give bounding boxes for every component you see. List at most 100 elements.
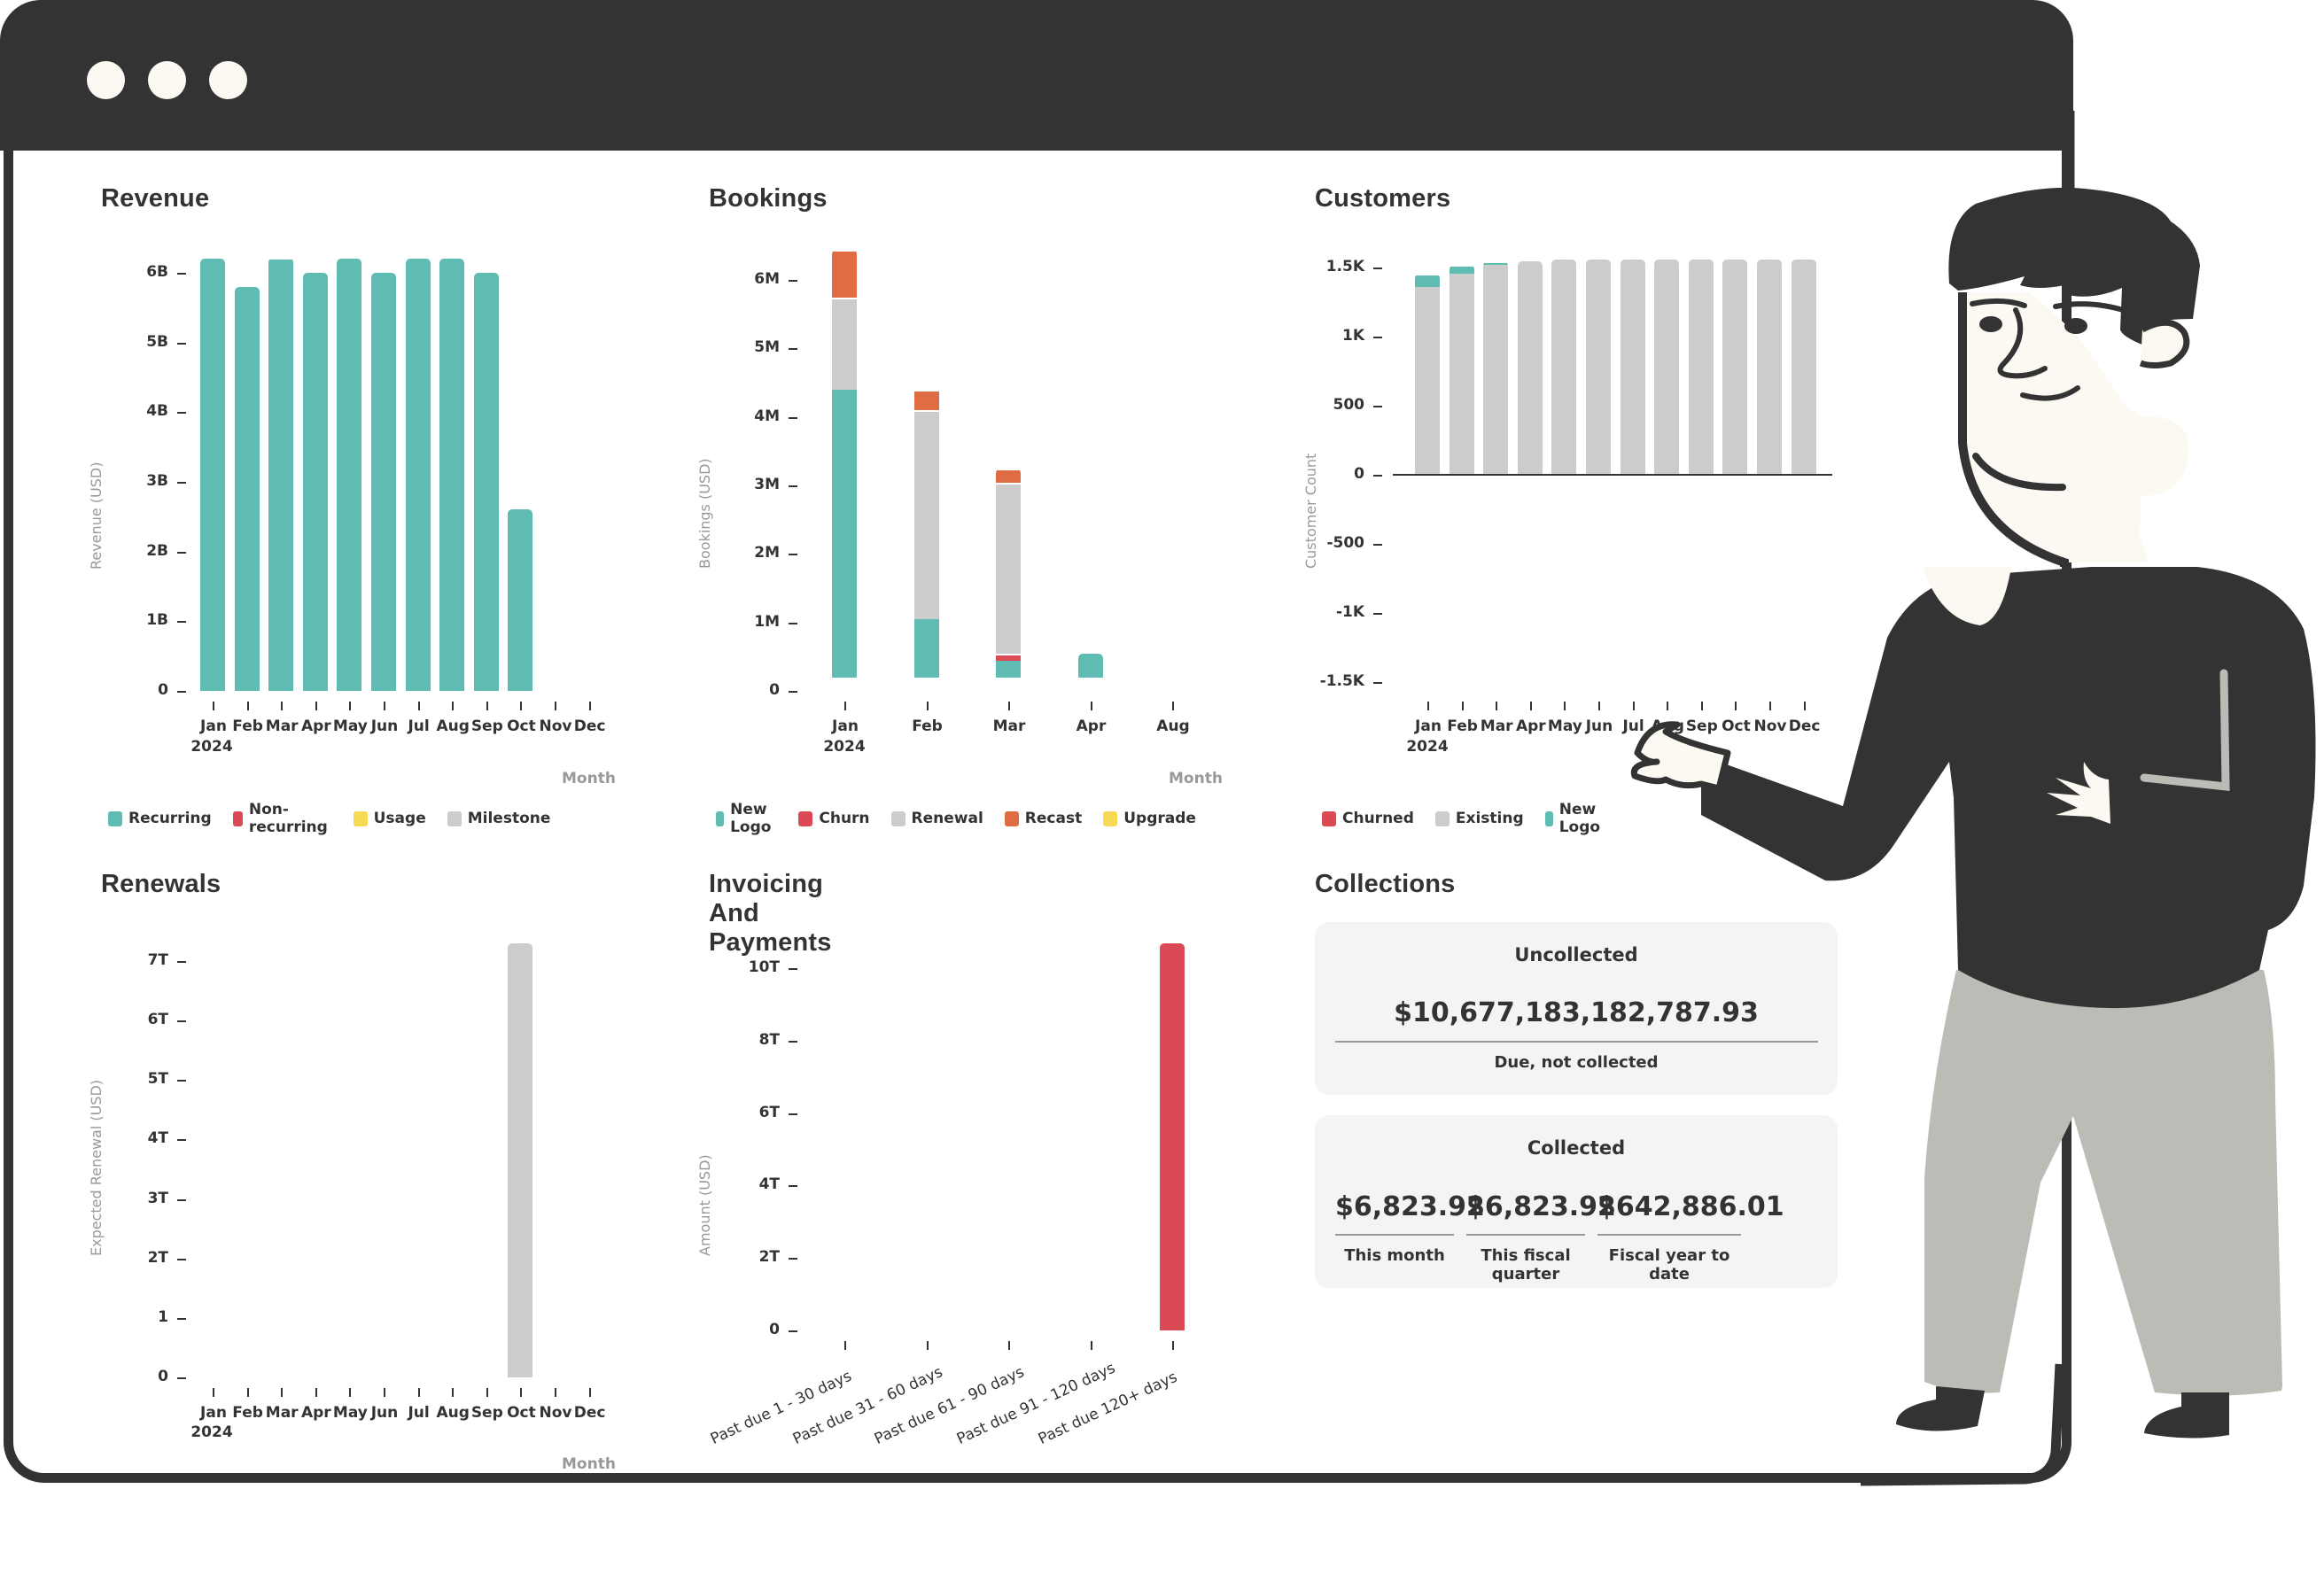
bookings-bar[interactable] [1077, 653, 1103, 678]
revenue-bar[interactable] [371, 273, 396, 691]
customers-bar-segment [1654, 260, 1680, 474]
invoicing-x-tick-mark [1008, 1341, 1010, 1350]
renewals-x-tick-label: Mar [265, 1404, 299, 1422]
customers-bar-segment [1620, 260, 1645, 474]
bookings-legend-item[interactable]: Recast [1004, 801, 1082, 836]
revenue-bar[interactable] [439, 259, 465, 691]
legend-swatch-icon [1103, 810, 1118, 826]
window-control-dot-icon[interactable] [87, 61, 125, 99]
renewals-x-tick-mark [246, 1388, 249, 1397]
customers-legend-item[interactable]: Existing [1434, 801, 1524, 836]
revenue-y-axis-title: Revenue (USD) [88, 461, 105, 570]
renewals-y-tick-label: 2T [147, 1248, 168, 1267]
renewals-y-tick-label: 7T [147, 951, 168, 969]
renewals-x-tick-mark [520, 1388, 523, 1397]
customers-bar-segment [1415, 287, 1440, 474]
customers-y-tick-label: -500 [1326, 534, 1364, 552]
customers-bar[interactable] [1551, 260, 1577, 474]
customers-zero-line [1393, 474, 1832, 476]
renewals-x-tick-label: Jun [370, 1404, 399, 1422]
renewals-x-tick-label: May [332, 1404, 368, 1422]
revenue-y-tick-label: 3B [146, 472, 168, 490]
customers-bar-segment [1449, 273, 1474, 474]
collected-fytd-caption: Fiscal year to date [1608, 1246, 1730, 1283]
customers-bar[interactable] [1449, 265, 1474, 474]
bookings-bar[interactable] [996, 469, 1021, 678]
revenue-x-tick-mark [555, 702, 556, 710]
invoicing-bar[interactable] [1160, 943, 1185, 1330]
collected-title: Collected [1527, 1137, 1626, 1159]
revenue-legend-item[interactable]: Recurring [108, 801, 212, 836]
bookings-legend-item[interactable]: Churn [798, 801, 870, 836]
revenue-x-tick-mark [486, 702, 488, 710]
revenue-bar[interactable] [200, 259, 225, 691]
renewals-y-tick-mark [177, 1139, 186, 1142]
revenue-legend-item[interactable]: Non-recurring [232, 801, 332, 836]
revenue-title: Revenue [101, 184, 210, 213]
legend-label: Usage [373, 810, 426, 827]
renewals-y-tick-label: 0 [158, 1368, 168, 1385]
customers-bar[interactable] [1688, 260, 1714, 474]
invoicing-x-tick-mark [844, 1341, 846, 1350]
revenue-y-tick-mark [177, 482, 186, 484]
bookings-bar[interactable] [913, 387, 939, 678]
renewals-x-tick-mark [213, 1388, 214, 1397]
renewals-x-tick-label: Sep [470, 1404, 503, 1422]
revenue-bar[interactable] [337, 259, 362, 691]
customers-bar[interactable] [1791, 260, 1816, 474]
renewals-title: Renewals [101, 870, 222, 898]
collected-fytd-value: $642,886.01 [1597, 1191, 1784, 1222]
revenue-legend-item[interactable]: Usage [353, 801, 426, 836]
customers-bar[interactable] [1620, 260, 1645, 474]
revenue-bar[interactable] [234, 286, 260, 691]
customers-bar[interactable] [1586, 260, 1611, 474]
bookings-legend-item[interactable]: New Logo [716, 801, 777, 836]
customers-bar-segment [1791, 260, 1816, 474]
renewals-x-tick-label: Jul [408, 1404, 430, 1422]
bookings-x-tick-mark [1090, 702, 1092, 710]
invoicing-y-tick-label: 6T [758, 1103, 780, 1121]
customers-bar-segment [1415, 273, 1440, 288]
window-control-dot-icon[interactable] [209, 61, 247, 99]
customers-legend-item[interactable]: New Logo [1544, 801, 1606, 836]
customers-x-tick-label: Mar [1480, 717, 1513, 735]
customers-bar[interactable] [1517, 260, 1543, 474]
revenue-x-tick-mark [588, 702, 591, 710]
revenue-legend-item[interactable]: Milestone [447, 801, 550, 836]
renewals-bar[interactable] [508, 942, 533, 1377]
customers-y-tick-mark [1373, 406, 1382, 407]
customers-bar[interactable] [1483, 260, 1509, 474]
renewals-x-tick-mark [384, 1388, 385, 1397]
revenue-bar[interactable] [268, 258, 294, 691]
revenue-bar[interactable] [473, 273, 499, 691]
customers-bar[interactable] [1415, 273, 1440, 474]
revenue-bar[interactable] [405, 259, 431, 691]
bookings-y-tick-mark [789, 416, 797, 419]
customers-x-tick-mark [1598, 702, 1600, 710]
bookings-legend-item[interactable]: Upgrade [1103, 801, 1196, 836]
renewals-x-tick-mark [486, 1388, 488, 1397]
revenue-y-tick-label: 1B [146, 611, 168, 630]
customers-y-tick-label: 1K [1341, 327, 1364, 345]
bookings-y-tick-label: 0 [769, 681, 780, 699]
legend-label: Upgrade [1123, 810, 1196, 827]
uncollected-divider [1335, 1041, 1818, 1043]
bookings-legend: New Logo Churn Renewal Recast Upgrade [716, 801, 1196, 836]
bookings-legend-item[interactable]: Renewal [890, 801, 983, 836]
window-control-dot-icon[interactable] [148, 61, 186, 99]
renewals-y-tick-label: 5T [147, 1070, 168, 1089]
invoicing-y-axis-title: Amount (USD) [696, 1154, 713, 1256]
customers-legend-item[interactable]: Churned [1322, 801, 1414, 836]
legend-swatch-icon [890, 810, 906, 826]
customers-x-tick-mark [1496, 702, 1498, 710]
bookings-bar-segment [996, 653, 1021, 661]
customers-bar[interactable] [1654, 260, 1680, 474]
customers-bar[interactable] [1757, 260, 1782, 474]
bookings-bar[interactable] [832, 249, 857, 678]
customers-x-tick-label: Apr [1515, 717, 1546, 735]
revenue-y-tick-mark [177, 412, 186, 415]
revenue-bar[interactable] [508, 509, 533, 691]
revenue-bar[interactable] [302, 273, 328, 691]
customers-y-tick-label: 500 [1333, 396, 1365, 414]
customers-bar[interactable] [1722, 260, 1748, 474]
